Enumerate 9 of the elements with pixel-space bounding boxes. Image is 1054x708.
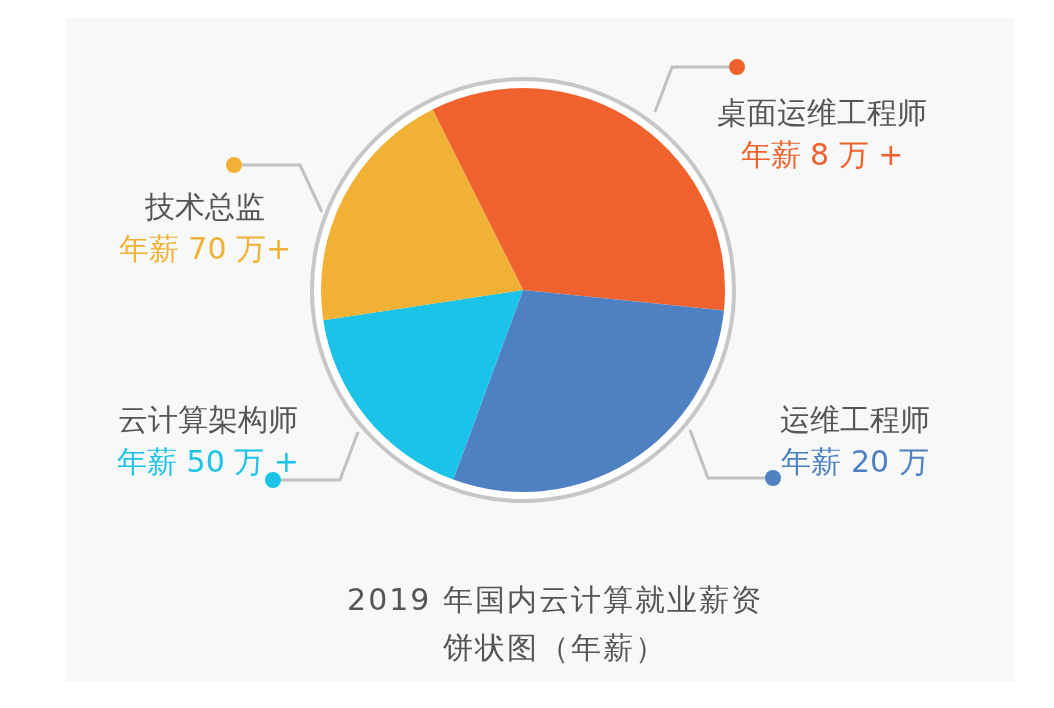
data-label: 年薪 70 万+ (118, 231, 292, 266)
slice-label: 运维工程师 (780, 402, 930, 437)
data-label: 年薪 50 万 + (117, 444, 299, 479)
legend-label: 技术总监 (144, 189, 265, 224)
data-label: 年薪 20 万 (781, 444, 929, 479)
data-label: 年薪 8 万 + (740, 137, 904, 172)
legend-label: 桌面运维工程师 (717, 95, 927, 130)
slice-label: 云计算架构师 (118, 402, 298, 437)
text: 2019 年国内云计算就业薪资饼状图（年薪） (347, 582, 763, 665)
